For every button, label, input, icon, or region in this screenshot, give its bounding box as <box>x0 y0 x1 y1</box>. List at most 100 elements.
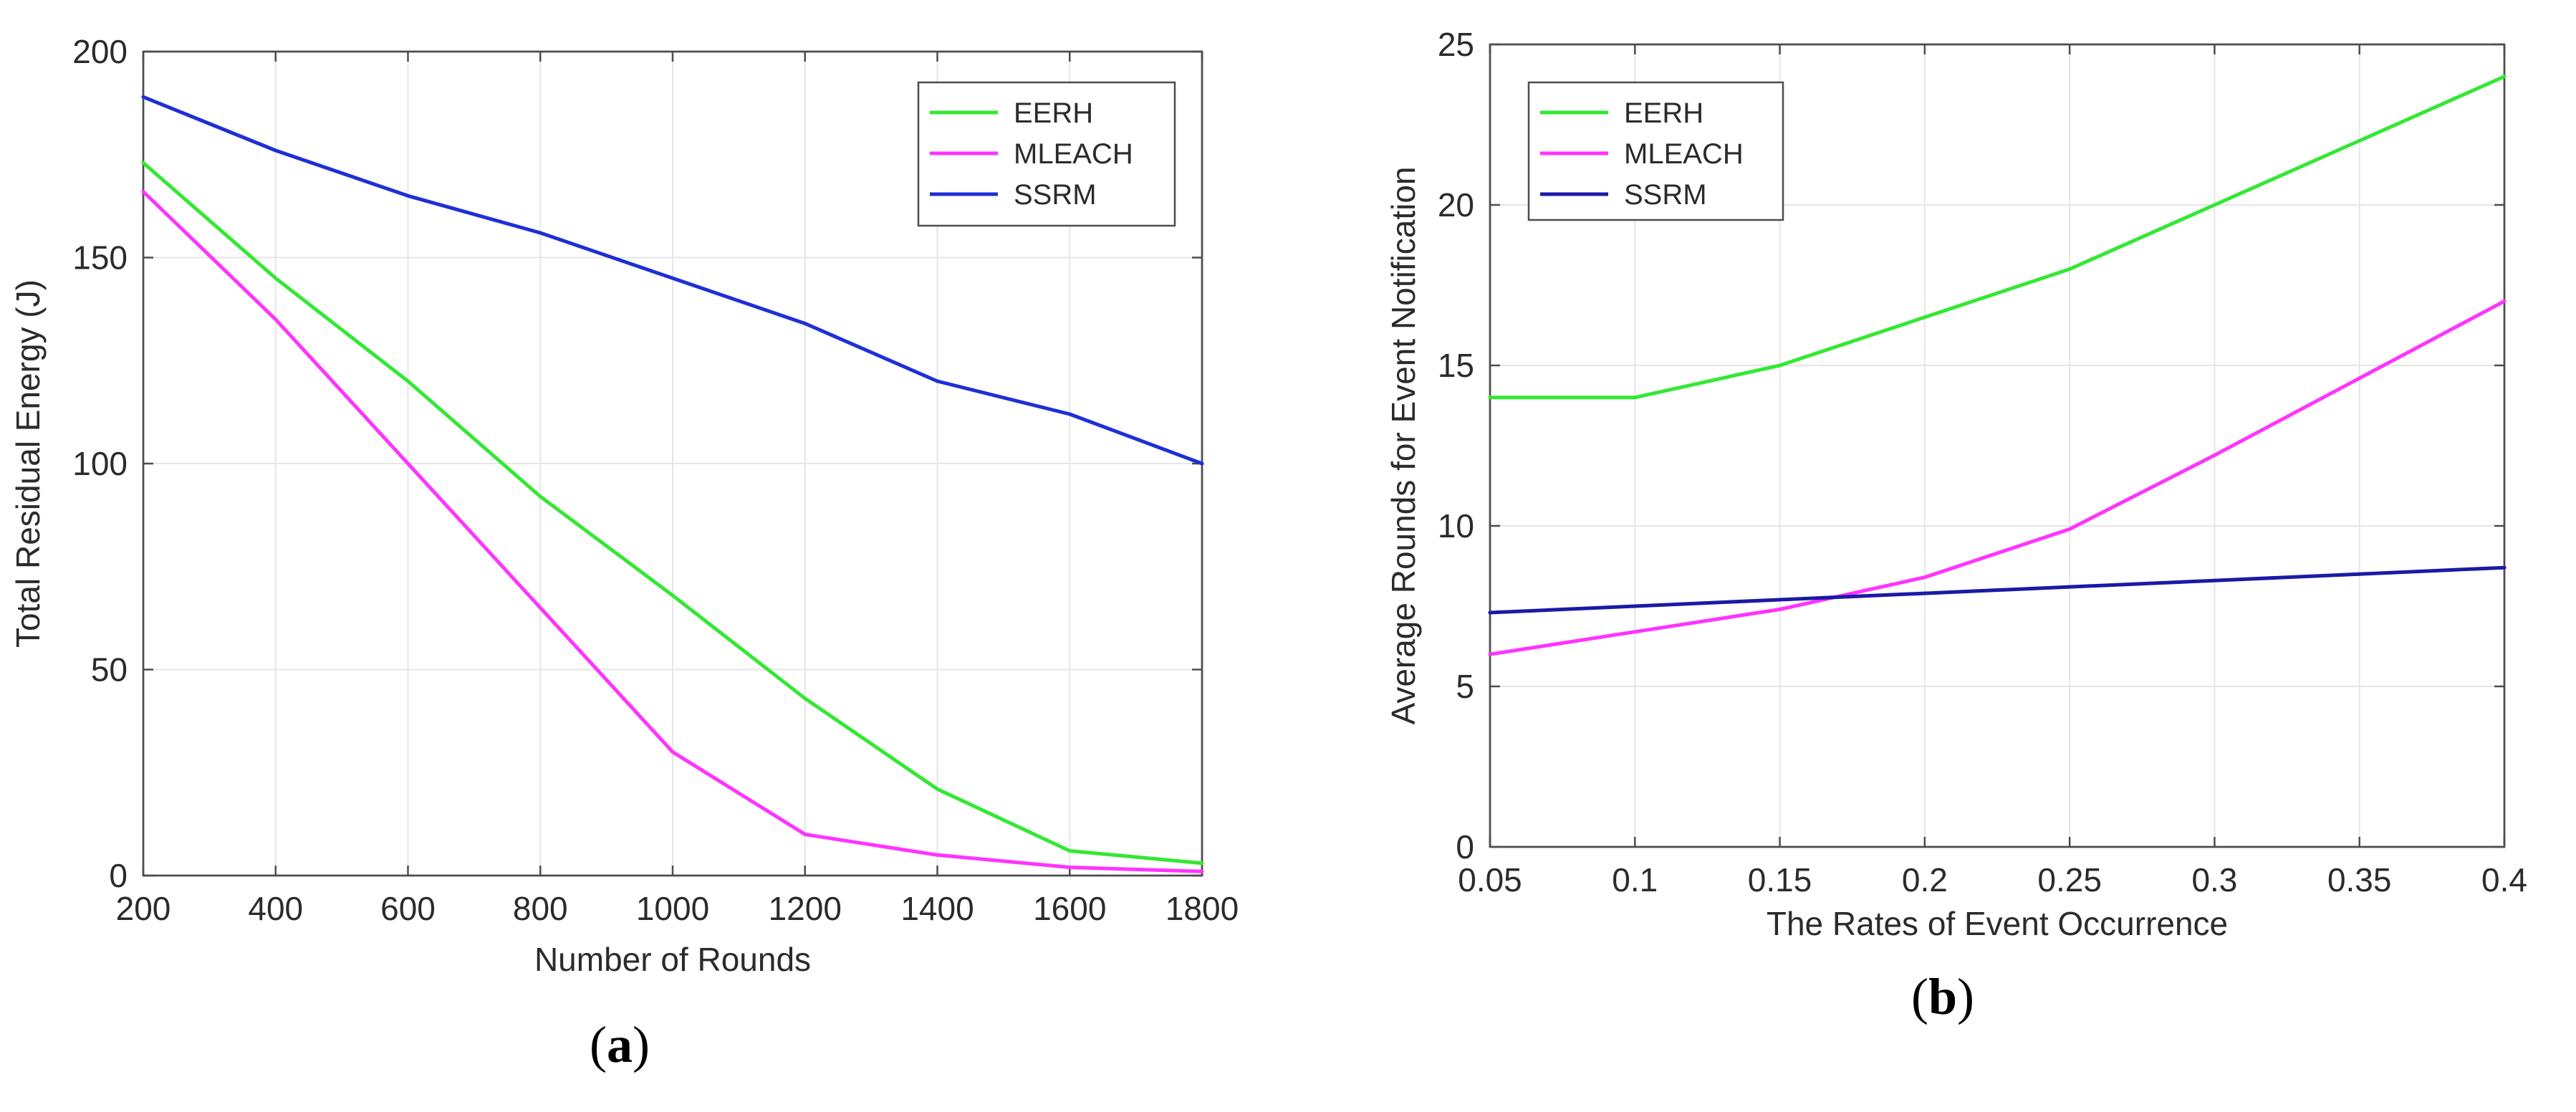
data-point-eerh <box>936 787 939 791</box>
x-tick-label: 400 <box>248 890 303 927</box>
data-point-mleach <box>406 461 410 466</box>
data-point-mleach <box>803 833 807 836</box>
y-tick-label: 200 <box>72 33 128 70</box>
panel-caption: (a) <box>590 1016 650 1073</box>
legend <box>1527 81 1784 221</box>
axes-frame <box>1489 43 2506 848</box>
legend-label: EERH <box>1014 97 1093 129</box>
data-point-ssrm <box>2502 565 2507 570</box>
x-tick-label: 800 <box>513 890 568 927</box>
caption-letter: b <box>1928 968 1957 1025</box>
data-point-mleach <box>2067 527 2072 531</box>
data-point-ssrm <box>2212 578 2216 583</box>
legend-label: SSRM <box>1624 179 1707 211</box>
data-point-ssrm <box>803 322 807 325</box>
data-point-ssrm <box>2067 585 2072 589</box>
data-point-mleach <box>1200 869 1204 873</box>
y-tick-label: 10 <box>1438 507 1474 545</box>
data-point-eerh <box>2358 138 2362 143</box>
x-tick-label: 1600 <box>1033 890 1106 927</box>
caption-letter: a <box>607 1016 633 1073</box>
data-point-mleach <box>1067 866 1072 869</box>
caption-paren-open: ( <box>590 1016 607 1073</box>
x-tick-label: 200 <box>116 890 171 927</box>
y-axis-label: Average Rounds for Event Notification <box>1385 166 1422 724</box>
x-tick-label: 1200 <box>769 890 842 927</box>
data-point-eerh <box>671 593 675 598</box>
legend-label: EERH <box>1624 97 1703 129</box>
data-point-ssrm <box>406 193 410 198</box>
caption-paren-close: ) <box>1957 968 1974 1025</box>
y-tick-label: 15 <box>1438 347 1474 384</box>
data-point-mleach <box>2358 376 2362 380</box>
y-tick-label: 20 <box>1438 186 1474 224</box>
data-point-mleach <box>2502 299 2507 303</box>
legend-label: SSRM <box>1014 179 1097 211</box>
x-tick-label: 0.15 <box>1748 861 1812 898</box>
data-point-ssrm <box>1633 604 1637 608</box>
data-point-mleach <box>1923 575 1927 580</box>
data-point-eerh <box>141 160 145 165</box>
data-point-mleach <box>671 750 675 754</box>
data-point-mleach <box>936 853 939 857</box>
data-point-eerh <box>274 276 278 280</box>
data-point-eerh <box>1778 363 1782 368</box>
series-line-eerh <box>1488 75 2507 400</box>
panel-a-chart: 200 400 600 800 1000 1200 1400 1600 1800 0 50 100 15… <box>9 33 1239 1073</box>
data-point-ssrm <box>2358 572 2362 576</box>
x-tick-label: 0.3 <box>2191 861 2237 898</box>
data-point-mleach <box>538 605 542 610</box>
data-point-ssrm <box>1488 610 1492 615</box>
x-tick-label: 0.35 <box>2327 861 2392 898</box>
data-point-ssrm <box>538 231 542 235</box>
data-point-eerh <box>1067 849 1072 853</box>
data-point-eerh <box>1488 396 1492 400</box>
data-point-ssrm <box>1200 461 1204 466</box>
data-point-eerh <box>1633 396 1637 400</box>
series-line-mleach <box>1488 299 2507 656</box>
x-tick-label: 1800 <box>1166 890 1239 927</box>
x-tick-label: 1000 <box>636 890 709 927</box>
x-tick-label: 0.25 <box>2037 861 2102 898</box>
data-point-eerh <box>2067 267 2072 272</box>
data-point-mleach <box>1633 630 1637 634</box>
x-tick-label: 0.1 <box>1612 861 1658 898</box>
data-point-ssrm <box>1067 412 1072 416</box>
y-tick-label: 25 <box>1438 26 1474 63</box>
data-point-ssrm <box>671 276 675 280</box>
legend-label: MLEACH <box>1624 138 1744 170</box>
panel-caption: (b) <box>1911 968 1974 1025</box>
data-point-eerh <box>1923 315 1927 320</box>
legend-label: MLEACH <box>1014 138 1133 170</box>
x-axis-label: Number of Rounds <box>534 941 811 978</box>
x-axis-label: The Rates of Event Occurrence <box>1767 905 2228 942</box>
y-axis-label: Total Residual Energy (J) <box>9 279 47 648</box>
data-point-eerh <box>2212 203 2216 207</box>
x-tick-label: 0.4 <box>2481 861 2527 898</box>
data-point-eerh <box>2502 75 2507 79</box>
y-tick-label: 0 <box>109 857 128 894</box>
data-point-mleach <box>1778 607 1782 611</box>
y-tick-label: 50 <box>91 651 128 689</box>
y-tick-label: 0 <box>1456 828 1474 866</box>
data-point-ssrm <box>141 95 145 99</box>
x-tick-label: 1400 <box>900 890 974 927</box>
data-point-eerh <box>538 494 542 499</box>
data-point-eerh <box>406 379 410 383</box>
data-point-mleach <box>274 317 278 322</box>
x-tick-label: 600 <box>380 890 436 927</box>
data-point-eerh <box>1200 861 1204 866</box>
data-point-ssrm <box>936 379 939 383</box>
caption-paren-close: ) <box>633 1016 650 1073</box>
x-tick-label: 0.05 <box>1458 861 1522 898</box>
caption-paren-open: ( <box>1911 968 1928 1025</box>
data-point-ssrm <box>1923 591 1927 595</box>
y-tick-label: 5 <box>1456 668 1474 705</box>
data-point-ssrm <box>1778 598 1782 602</box>
data-point-ssrm <box>274 148 278 153</box>
data-point-mleach <box>2212 453 2216 457</box>
data-point-eerh <box>803 696 807 701</box>
y-tick-label: 100 <box>72 445 128 482</box>
panel-b-chart: 0.05 0.1 0.15 0.2 0.25 0.3 0.35 0.4 0 5 10 15 20 25 Th… <box>1385 26 2527 1025</box>
